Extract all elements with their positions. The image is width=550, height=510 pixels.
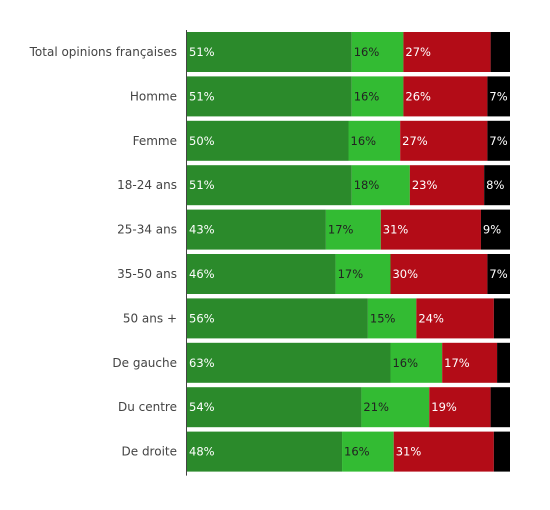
category-label: Du centre xyxy=(118,400,177,414)
data-label: 7% xyxy=(489,267,507,281)
bar-segment xyxy=(409,165,485,206)
bar-segment xyxy=(403,32,491,72)
bar-segment xyxy=(484,165,510,206)
category-labels: Total opinions françaises Homme Femme 18-24… xyxy=(29,45,177,459)
bar-segment xyxy=(429,387,491,428)
bar-segment xyxy=(367,298,417,339)
category-label: Total opinions françaises xyxy=(29,45,177,59)
bar-segment xyxy=(393,431,494,472)
bar-segment xyxy=(187,342,391,383)
bar-segment xyxy=(493,298,510,339)
category-label: 35-50 ans xyxy=(117,267,177,281)
data-label: 27% xyxy=(405,45,431,59)
bar-segment xyxy=(351,76,404,117)
bar-segment xyxy=(390,342,443,383)
category-label: De droite xyxy=(122,445,178,459)
data-label: 50% xyxy=(189,134,215,148)
data-label: 51% xyxy=(189,178,215,192)
data-label: 17% xyxy=(338,267,364,281)
bar-segment xyxy=(187,165,352,206)
bar-segment xyxy=(493,431,510,472)
bar-segment xyxy=(342,431,394,472)
bar-segment xyxy=(351,32,404,72)
bar-segment xyxy=(187,254,336,294)
category-label: 50 ans + xyxy=(123,311,177,325)
data-label: 16% xyxy=(351,134,377,148)
data-label: 31% xyxy=(383,223,409,237)
data-label: 43% xyxy=(189,223,215,237)
data-label: 51% xyxy=(189,45,215,59)
category-label: Femme xyxy=(133,134,177,148)
bar-segment xyxy=(187,120,349,161)
data-label: 15% xyxy=(370,311,396,325)
data-label: 31% xyxy=(396,445,422,459)
data-label: 21% xyxy=(363,400,389,414)
data-label: 23% xyxy=(412,178,438,192)
bar-segment xyxy=(187,431,343,472)
category-label: 25-34 ans xyxy=(117,223,177,237)
data-label: 16% xyxy=(392,356,418,370)
bar-segment xyxy=(442,342,498,383)
bar-segment xyxy=(390,254,488,294)
bar-segment xyxy=(497,342,510,383)
category-label: De gauche xyxy=(112,356,177,370)
bar-segment xyxy=(487,254,510,294)
data-label: 27% xyxy=(402,134,428,148)
data-label: 8% xyxy=(486,178,504,192)
bar-segment xyxy=(416,298,494,339)
bar-segment xyxy=(187,298,368,339)
data-label: 46% xyxy=(189,267,215,281)
bar-segment xyxy=(490,32,510,72)
bar-segment xyxy=(348,120,401,161)
data-label: 16% xyxy=(354,45,380,59)
bar-segment xyxy=(487,120,510,161)
data-label: 9% xyxy=(483,223,501,237)
category-label: 18-24 ans xyxy=(117,178,177,192)
bar-segment xyxy=(487,76,510,117)
data-label: 7% xyxy=(489,89,507,103)
data-label: 54% xyxy=(189,400,215,414)
bar-segment xyxy=(335,254,391,294)
bar-segment xyxy=(187,32,352,72)
data-label: 48% xyxy=(189,445,215,459)
data-label: 24% xyxy=(418,311,444,325)
bar-segment xyxy=(380,209,481,250)
data-label: 51% xyxy=(189,89,215,103)
data-label: 63% xyxy=(189,356,215,370)
bar-segment xyxy=(403,76,488,117)
bar-segment xyxy=(325,209,381,250)
bar-segment xyxy=(187,209,326,250)
bar-segment xyxy=(187,387,362,428)
value-labels: 51% 16% 27% 51% 16% 26% 7% 50% 16% 27% 7% 51% 18% 23%… xyxy=(189,45,508,459)
bar-segment xyxy=(400,120,488,161)
data-label: 17% xyxy=(328,223,354,237)
bar-segment xyxy=(480,209,510,250)
bar-segment xyxy=(361,387,430,428)
data-label: 7% xyxy=(489,134,507,148)
data-label: 16% xyxy=(354,89,380,103)
data-label: 30% xyxy=(392,267,418,281)
category-label: Homme xyxy=(130,89,177,103)
data-label: 56% xyxy=(189,311,215,325)
bar-segment xyxy=(187,76,352,117)
data-label: 16% xyxy=(344,445,370,459)
data-label: 17% xyxy=(444,356,470,370)
data-label: 26% xyxy=(405,89,431,103)
data-label: 19% xyxy=(431,400,457,414)
bar-segment xyxy=(490,387,510,428)
bar-segment xyxy=(351,165,410,206)
bar-segments xyxy=(187,32,510,472)
data-label: 18% xyxy=(354,178,380,192)
